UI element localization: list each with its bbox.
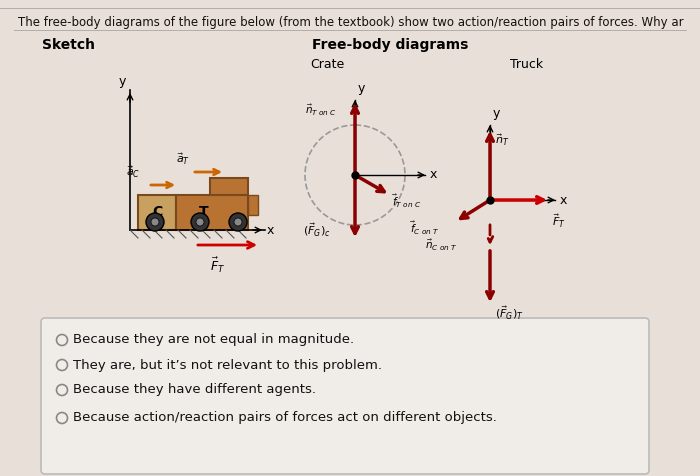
Text: T: T [199, 206, 209, 219]
Bar [138, 195, 176, 230]
Text: y: y [493, 107, 500, 120]
Text: Because action/reaction pairs of forces act on different objects.: Because action/reaction pairs of forces … [73, 411, 497, 425]
Text: y: y [118, 75, 126, 88]
Text: Because they have different agents.: Because they have different agents. [73, 384, 316, 397]
Text: y: y [358, 82, 365, 95]
Text: Free-body diagrams: Free-body diagrams [312, 38, 468, 52]
Text: Because they are not equal in magnitude.: Because they are not equal in magnitude. [73, 334, 354, 347]
Bar [248, 195, 258, 215]
Text: Crate: Crate [310, 58, 344, 71]
Text: $\vec{n}_{T\ on\ C}$: $\vec{n}_{T\ on\ C}$ [305, 102, 337, 118]
Text: $(\vec{F}_G)_T$: $(\vec{F}_G)_T$ [495, 305, 524, 322]
Circle shape [146, 213, 164, 231]
Text: The free-body diagrams of the figure below (from the textbook) show two action/r: The free-body diagrams of the figure bel… [18, 16, 684, 29]
Bar [176, 195, 248, 230]
Text: $\vec{a}_T$: $\vec{a}_T$ [176, 151, 190, 167]
Circle shape [151, 218, 159, 226]
Text: $\vec{n}_{C\ on\ T}$: $\vec{n}_{C\ on\ T}$ [425, 238, 457, 253]
Text: $\vec{a}_C$: $\vec{a}_C$ [126, 165, 140, 180]
Circle shape [191, 213, 209, 231]
Text: $(\vec{F}_G)_c$: $(\vec{F}_G)_c$ [303, 221, 331, 238]
Text: $\vec{F}_T$: $\vec{F}_T$ [552, 212, 566, 229]
Text: Truck: Truck [510, 58, 543, 71]
Text: $\vec{f}_{T\ on\ C}$: $\vec{f}_{T\ on\ C}$ [392, 193, 421, 210]
Text: $\vec{n}_T$: $\vec{n}_T$ [495, 132, 510, 148]
Text: C: C [152, 206, 162, 219]
Text: x: x [430, 169, 438, 181]
Circle shape [196, 218, 204, 226]
FancyBboxPatch shape [41, 318, 649, 474]
Text: They are, but it’s not relevant to this problem.: They are, but it’s not relevant to this … [73, 358, 382, 371]
Text: x: x [560, 194, 568, 207]
Text: $\vec{F}_T$: $\vec{F}_T$ [211, 256, 225, 275]
Text: $\vec{f}_{C\ on\ T}$: $\vec{f}_{C\ on\ T}$ [410, 219, 440, 237]
Text: Sketch: Sketch [42, 38, 95, 52]
Circle shape [234, 218, 242, 226]
Text: x: x [267, 224, 274, 237]
Bar [210, 178, 248, 195]
Circle shape [229, 213, 247, 231]
